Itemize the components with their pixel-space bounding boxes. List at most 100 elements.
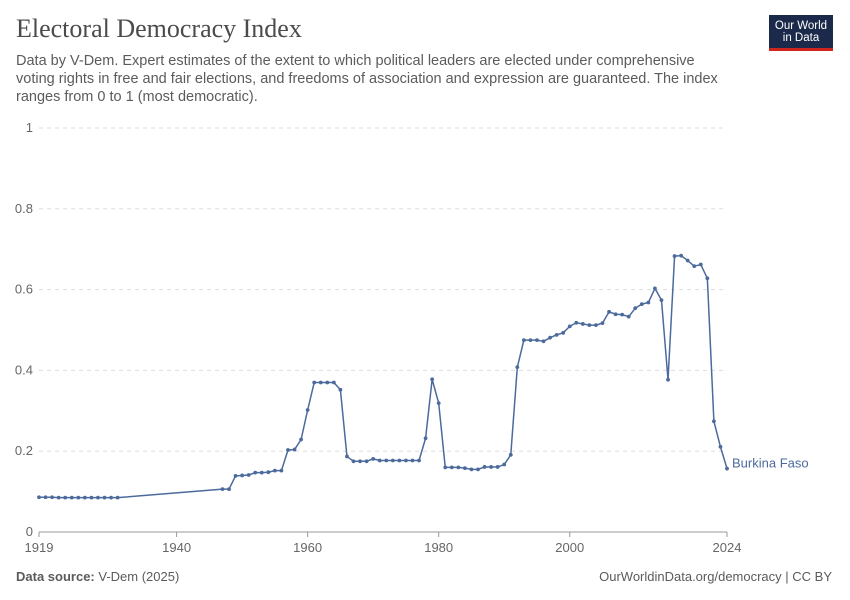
data-point xyxy=(725,466,729,471)
data-point xyxy=(115,495,120,500)
data-point xyxy=(639,302,644,307)
data-point xyxy=(495,465,500,469)
data-point xyxy=(404,458,408,463)
data-point xyxy=(331,380,336,385)
data-point xyxy=(69,495,74,500)
y-tick-label: 0.6 xyxy=(15,282,33,297)
data-point xyxy=(711,419,716,424)
data-point xyxy=(626,314,631,319)
data-point xyxy=(561,330,566,335)
data-point xyxy=(43,495,48,500)
data-point xyxy=(286,448,290,452)
data-point xyxy=(358,459,362,464)
data-point xyxy=(567,324,572,329)
data-point xyxy=(443,465,448,470)
data-point xyxy=(384,458,389,463)
y-tick-label: 0 xyxy=(26,524,33,539)
data-point xyxy=(325,380,330,385)
data-point xyxy=(423,436,428,441)
data-point xyxy=(633,306,638,311)
data-point xyxy=(456,465,461,470)
data-source-link[interactable]: V-Dem (2025) xyxy=(98,569,180,584)
series-line xyxy=(39,254,728,499)
data-point xyxy=(417,458,421,463)
data-point xyxy=(698,262,703,267)
data-point xyxy=(482,465,487,469)
data-point xyxy=(587,323,592,328)
x-tick-label: 2000 xyxy=(555,540,584,555)
chart-subtitle: Data by V-Dem. Expert estimates of the e… xyxy=(16,53,718,105)
data-point xyxy=(580,322,585,326)
data-point xyxy=(266,470,271,475)
data-point xyxy=(351,459,356,464)
data-point xyxy=(253,470,258,475)
data-point xyxy=(692,264,697,269)
owid-logo[interactable]: Our World in Data xyxy=(769,15,833,51)
data-point xyxy=(646,300,651,305)
x-tick-label: 1919 xyxy=(25,540,54,555)
y-tick-label: 0.2 xyxy=(15,443,33,458)
data-point xyxy=(489,465,494,469)
data-point xyxy=(345,454,349,459)
data-point xyxy=(659,298,664,303)
data-point xyxy=(82,495,87,500)
x-tick-label: 1940 xyxy=(162,540,191,555)
data-point xyxy=(299,437,303,442)
data-point xyxy=(63,495,68,500)
data-point xyxy=(410,458,415,463)
data-point xyxy=(50,495,55,500)
data-point xyxy=(56,495,61,500)
data-point xyxy=(109,495,113,500)
data-point xyxy=(463,466,467,471)
data-point xyxy=(548,335,552,340)
data-point xyxy=(541,339,546,344)
x-tick-label: 1980 xyxy=(424,540,453,555)
data-point xyxy=(515,365,520,370)
data-point xyxy=(469,467,474,472)
data-point xyxy=(607,309,611,314)
data-point xyxy=(528,338,533,342)
data-point xyxy=(227,487,231,492)
data-point xyxy=(718,444,723,449)
data-point xyxy=(620,312,625,317)
logo-line-1: Our World xyxy=(774,20,828,32)
data-point xyxy=(705,276,710,281)
data-point xyxy=(377,458,382,463)
data-point xyxy=(679,253,684,258)
data-point xyxy=(318,380,323,385)
data-point xyxy=(96,495,100,500)
data-point xyxy=(502,462,507,467)
data-point xyxy=(554,332,559,337)
data-point xyxy=(600,321,605,326)
data-point xyxy=(666,377,670,382)
data-point xyxy=(574,320,579,325)
data-point xyxy=(305,408,310,412)
data-point xyxy=(397,458,402,463)
data-point xyxy=(279,468,284,473)
data-point xyxy=(220,487,225,492)
data-point xyxy=(292,447,297,452)
logo-line-2: in Data xyxy=(782,32,820,44)
chart-title: Electoral Democracy Index xyxy=(16,14,302,43)
data-point xyxy=(653,286,657,291)
data-point xyxy=(246,473,251,477)
data-point xyxy=(521,338,526,342)
data-point xyxy=(240,473,245,478)
data-point xyxy=(613,312,618,317)
data-point xyxy=(508,452,513,457)
data-point xyxy=(476,467,480,472)
data-point xyxy=(449,465,454,470)
data-point xyxy=(312,380,317,385)
data-point xyxy=(594,323,598,328)
data-point xyxy=(233,473,238,478)
data-point xyxy=(390,458,395,463)
y-tick-label: 0.8 xyxy=(15,201,33,216)
data-point xyxy=(259,470,264,475)
data-point xyxy=(535,338,539,342)
data-point xyxy=(89,495,94,500)
data-point xyxy=(76,495,81,500)
data-point xyxy=(436,401,441,406)
attribution-link[interactable]: OurWorldinData.org/democracy | CC BY xyxy=(599,569,832,584)
data-point xyxy=(371,456,376,461)
